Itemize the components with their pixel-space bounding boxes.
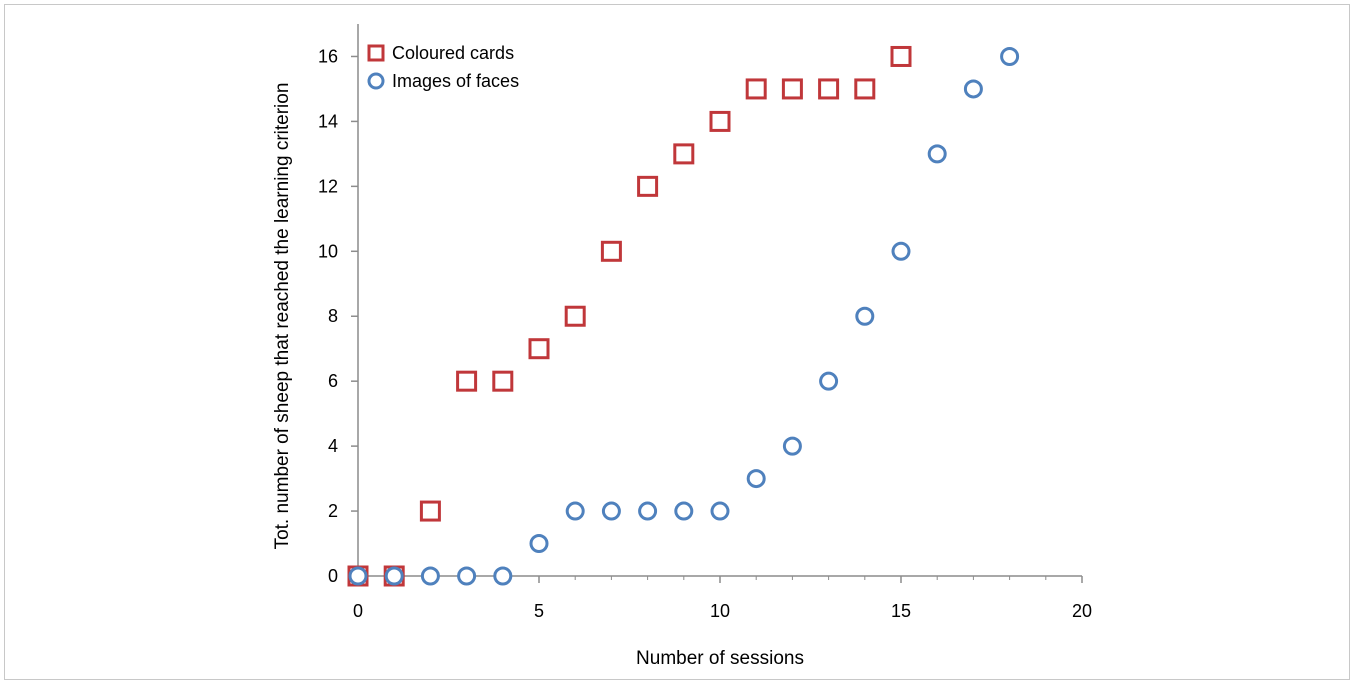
- data-point-circle: [565, 501, 585, 521]
- legend-label: Images of faces: [392, 71, 519, 91]
- data-point-square: [781, 78, 803, 100]
- x-tick-label: 20: [1072, 601, 1092, 621]
- series-circle: [348, 46, 1020, 586]
- y-tick-label: 6: [328, 371, 338, 391]
- data-point-square: [419, 500, 441, 522]
- y-tick-label: 4: [328, 436, 338, 456]
- data-point-circle: [348, 566, 368, 586]
- series-layer: [347, 45, 1020, 587]
- y-tick-label: 12: [318, 176, 338, 196]
- y-tick-label: 10: [318, 241, 338, 261]
- legend-label: Coloured cards: [392, 43, 514, 63]
- data-point-circle: [493, 566, 513, 586]
- legend-circle-icon: [367, 72, 385, 90]
- data-point-circle: [420, 566, 440, 586]
- y-tick-label: 8: [328, 306, 338, 326]
- legend: Coloured cards Images of faces: [367, 43, 519, 91]
- data-point-square: [492, 370, 514, 392]
- x-tick-label: 0: [353, 601, 363, 621]
- x-tick-label: 15: [891, 601, 911, 621]
- data-point-circle: [529, 534, 549, 554]
- data-point-circle: [782, 436, 802, 456]
- y-tick-label: 14: [318, 111, 338, 131]
- y-tick-label: 2: [328, 501, 338, 521]
- x-axis-title: Number of sessions: [636, 648, 804, 669]
- data-point-square: [854, 78, 876, 100]
- data-point-square: [528, 338, 550, 360]
- data-point-circle: [384, 566, 404, 586]
- data-point-circle: [674, 501, 694, 521]
- ticks: 0 5 10 15 20 0 2 4 6 8 10 12 14 16: [318, 46, 1092, 621]
- y-tick-label: 0: [328, 566, 338, 586]
- data-point-circle: [457, 566, 477, 586]
- legend-square-icon: [367, 44, 385, 62]
- data-point-square: [745, 78, 767, 100]
- data-point-circle: [963, 79, 983, 99]
- data-point-circle: [855, 306, 875, 326]
- data-point-circle: [819, 371, 839, 391]
- axes: [357, 24, 1082, 577]
- data-point-square: [673, 143, 695, 165]
- data-point-circle: [601, 501, 621, 521]
- chart-frame: [4, 4, 1350, 680]
- y-tick-label: 16: [318, 46, 338, 66]
- data-point-square: [637, 175, 659, 197]
- x-tick-label: 5: [534, 601, 544, 621]
- data-point-circle: [891, 241, 911, 261]
- data-point-square: [709, 110, 731, 132]
- data-point-square: [456, 370, 478, 392]
- y-axis-title: Tot. number of sheep that reached the le…: [272, 83, 293, 550]
- data-point-square: [818, 78, 840, 100]
- data-point-square: [600, 240, 622, 262]
- data-point-circle: [927, 144, 947, 164]
- x-tick-label: 10: [710, 601, 730, 621]
- series-square: [347, 45, 912, 587]
- data-point-circle: [746, 469, 766, 489]
- data-point-circle: [1000, 46, 1020, 66]
- data-point-circle: [710, 501, 730, 521]
- data-point-square: [890, 45, 912, 67]
- data-point-circle: [638, 501, 658, 521]
- data-point-square: [564, 305, 586, 327]
